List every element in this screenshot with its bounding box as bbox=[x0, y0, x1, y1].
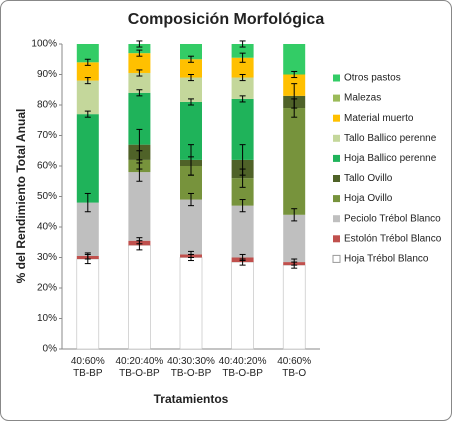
legend-swatch bbox=[333, 114, 340, 122]
y-tick-label: 70% bbox=[37, 130, 57, 141]
error-bar bbox=[136, 128, 143, 161]
x-tick-label: 40:40:20% TB-O-BP bbox=[218, 356, 267, 379]
error-bar bbox=[188, 98, 194, 106]
bar-segment bbox=[128, 245, 151, 350]
bar-segment bbox=[76, 114, 99, 203]
error-bar bbox=[136, 49, 143, 57]
error-bar bbox=[291, 208, 298, 222]
y-tick-label: 30% bbox=[37, 252, 57, 263]
y-tick-label: 10% bbox=[37, 313, 57, 324]
legend-label: Tallo Ovillo bbox=[344, 173, 393, 184]
y-tick-label: 80% bbox=[37, 100, 57, 111]
error-bar bbox=[188, 55, 194, 63]
bar-segment bbox=[180, 166, 202, 200]
legend-label: Tallo Ballico perenne bbox=[344, 133, 437, 144]
y-tick-label: 50% bbox=[37, 191, 57, 202]
error-bar bbox=[239, 144, 246, 176]
bar-segment bbox=[76, 44, 99, 63]
error-bar bbox=[291, 83, 298, 109]
bar-segment bbox=[283, 108, 306, 215]
bar-segment bbox=[231, 261, 254, 350]
legend-label: Hoja Trébol Blanco bbox=[344, 254, 429, 265]
legend-swatch bbox=[332, 254, 341, 263]
x-tick-label: 40:60% TB-BP bbox=[70, 356, 105, 379]
error-bar bbox=[239, 95, 246, 103]
bar-segment bbox=[180, 44, 202, 60]
bar-segment bbox=[231, 178, 254, 206]
chart-title: Composición Morfológica bbox=[128, 11, 325, 28]
legend-swatch bbox=[333, 134, 340, 142]
legend-label: Hoja Ovillo bbox=[344, 193, 393, 204]
x-tick-label: 40:20:40% TB-O-BP bbox=[115, 356, 164, 379]
error-bar bbox=[239, 52, 246, 63]
bar-segment bbox=[128, 53, 151, 73]
legend-label: Otros pastos bbox=[344, 73, 401, 84]
bar-segment bbox=[180, 101, 202, 160]
legend-label: Hoja Ballico perenne bbox=[344, 153, 437, 164]
x-tick-label: 40:60% TB-O bbox=[277, 356, 312, 379]
legend-swatch bbox=[333, 175, 340, 182]
legend-swatch bbox=[333, 195, 340, 203]
error-bar bbox=[239, 74, 246, 82]
bar-segment bbox=[76, 80, 99, 115]
bar-segment bbox=[282, 264, 306, 350]
error-bar bbox=[84, 110, 91, 118]
x-axis-label: Tratamientos bbox=[154, 392, 229, 406]
legend-swatch bbox=[333, 215, 340, 223]
bar-segment bbox=[231, 77, 254, 99]
bar-segment bbox=[128, 172, 151, 241]
legend-swatch bbox=[333, 235, 340, 243]
bar-segment bbox=[283, 44, 306, 75]
legend-swatch bbox=[333, 94, 340, 102]
bar-segment bbox=[180, 59, 202, 78]
legend-swatch bbox=[333, 154, 340, 162]
legend-label: Material muerto bbox=[344, 113, 414, 124]
bar-segment bbox=[76, 62, 99, 81]
bar-segment bbox=[231, 205, 254, 258]
legend-label: Estolón Trébol Blanco bbox=[344, 233, 442, 244]
error-bar bbox=[291, 70, 298, 79]
y-tick-label: 40% bbox=[37, 222, 57, 233]
error-bar bbox=[84, 192, 91, 213]
bar-segment bbox=[231, 44, 254, 58]
error-bar bbox=[188, 250, 194, 258]
y-tick-label: 60% bbox=[37, 161, 57, 172]
error-bar bbox=[291, 258, 298, 266]
error-bar bbox=[239, 199, 246, 213]
bar-segment bbox=[179, 257, 203, 350]
error-bar bbox=[188, 144, 194, 176]
bar-segment bbox=[231, 57, 254, 78]
bar-segment bbox=[76, 258, 100, 350]
y-tick-label: 0% bbox=[43, 344, 58, 355]
error-bar bbox=[136, 40, 143, 48]
legend-label: Malezas bbox=[344, 93, 381, 104]
x-tick-label: 40:30:30% TB-O-BP bbox=[167, 356, 215, 379]
error-bar bbox=[84, 252, 91, 260]
legend-label: Peciolo Trébol Blanco bbox=[344, 213, 441, 224]
error-bar bbox=[136, 237, 143, 245]
y-tick-label: 90% bbox=[37, 69, 57, 80]
bar-segment bbox=[231, 98, 254, 160]
error-bar bbox=[188, 74, 194, 82]
error-bar bbox=[239, 253, 246, 262]
bar-segment bbox=[128, 44, 151, 54]
error-bar bbox=[239, 40, 246, 48]
y-tick-label: 20% bbox=[37, 283, 57, 294]
error-bar bbox=[136, 69, 143, 77]
bar-segment bbox=[128, 72, 151, 93]
error-bar bbox=[84, 77, 91, 85]
legend-swatch bbox=[333, 74, 340, 82]
bar-segment bbox=[180, 77, 202, 102]
bar-segment bbox=[283, 214, 306, 263]
error-bar bbox=[84, 58, 91, 66]
bar-segment bbox=[76, 202, 99, 256]
bar-segment bbox=[180, 199, 202, 255]
y-tick-label: 100% bbox=[31, 39, 57, 50]
y-axis-label: % del Rendimiento Total Anual bbox=[14, 109, 28, 284]
error-bar bbox=[136, 89, 143, 97]
error-bar bbox=[188, 192, 194, 207]
bar-segment bbox=[128, 92, 151, 145]
